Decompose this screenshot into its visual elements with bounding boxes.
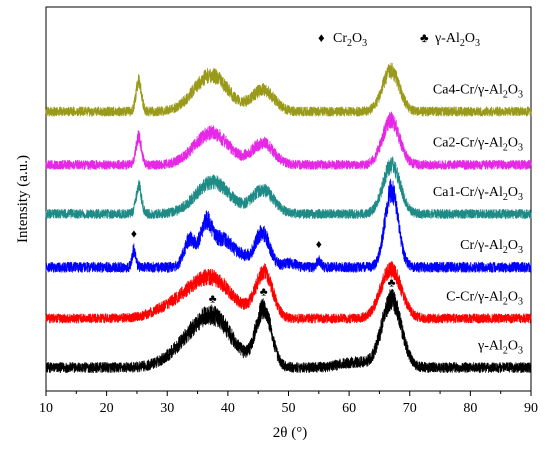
x-tick-label: 50 (282, 401, 296, 416)
axes: 10 20 30 40 50 60 70 80 90 (39, 391, 538, 416)
x-tick-label: 30 (160, 401, 174, 416)
x-tick-label: 90 (524, 401, 538, 416)
y-axis-title: Intensity (a.u.) (15, 155, 31, 243)
al2o3-marker: ♣ (388, 275, 396, 289)
legend-marker: ♣ (420, 30, 429, 45)
cr2o3-marker: ♦ (131, 227, 137, 241)
x-tick-label: 20 (100, 401, 114, 416)
series-label: Ca1-Cr/γ-Al2O3 (433, 185, 523, 203)
series-line (45, 156, 532, 219)
cr2o3-marker: ♦ (316, 237, 322, 251)
legend: ♦ Cr2O3 ♣ γ-Al2O3 (318, 30, 480, 49)
series-label: γ-Al2O3 (477, 338, 523, 356)
series-line (45, 178, 532, 273)
x-axis-title: 2θ (°) (273, 425, 307, 441)
legend-label: Cr2O3 (333, 31, 367, 49)
x-tick-label: 80 (463, 401, 477, 416)
x-tick-label: 60 (342, 401, 356, 416)
series-label: Cr/γ-Al2O3 (460, 238, 523, 256)
legend-label: γ-Al2O3 (434, 31, 480, 49)
series-line (45, 111, 532, 170)
series-layer (45, 62, 532, 374)
series-line (45, 261, 532, 324)
al2o3-marker: ♣ (209, 292, 217, 306)
series-label: Ca4-Cr/γ-Al2O3 (433, 82, 523, 100)
series-line (45, 62, 532, 117)
series-label: C-Cr/γ-Al2O3 (446, 289, 523, 307)
x-tick-label: 10 (39, 401, 53, 416)
peak-marker-layer: ♣ ♣ ♣ ♦ ♦ (131, 227, 396, 306)
series-label-layer: γ-Al2O3 C-Cr/γ-Al2O3 Cr/γ-Al2O3 Ca1-Cr/γ-Al… (433, 82, 523, 356)
x-tick-label: 40 (221, 401, 235, 416)
series-label: Ca2-Cr/γ-Al2O3 (433, 136, 523, 154)
legend-marker: ♦ (318, 30, 325, 45)
series-line (45, 288, 532, 374)
x-tick-label: 70 (403, 401, 417, 416)
al2o3-marker: ♣ (260, 285, 268, 299)
